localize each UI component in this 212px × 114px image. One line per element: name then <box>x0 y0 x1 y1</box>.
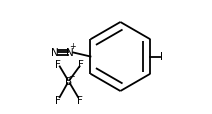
Text: F: F <box>78 60 84 69</box>
Text: F: F <box>77 95 82 105</box>
Text: F: F <box>55 60 61 69</box>
Text: B: B <box>65 77 72 86</box>
Text: I: I <box>160 52 163 62</box>
Text: F: F <box>55 95 61 105</box>
Text: +: + <box>70 42 76 51</box>
Text: N: N <box>51 48 59 58</box>
Text: −: − <box>68 72 74 81</box>
Text: N: N <box>66 48 74 58</box>
